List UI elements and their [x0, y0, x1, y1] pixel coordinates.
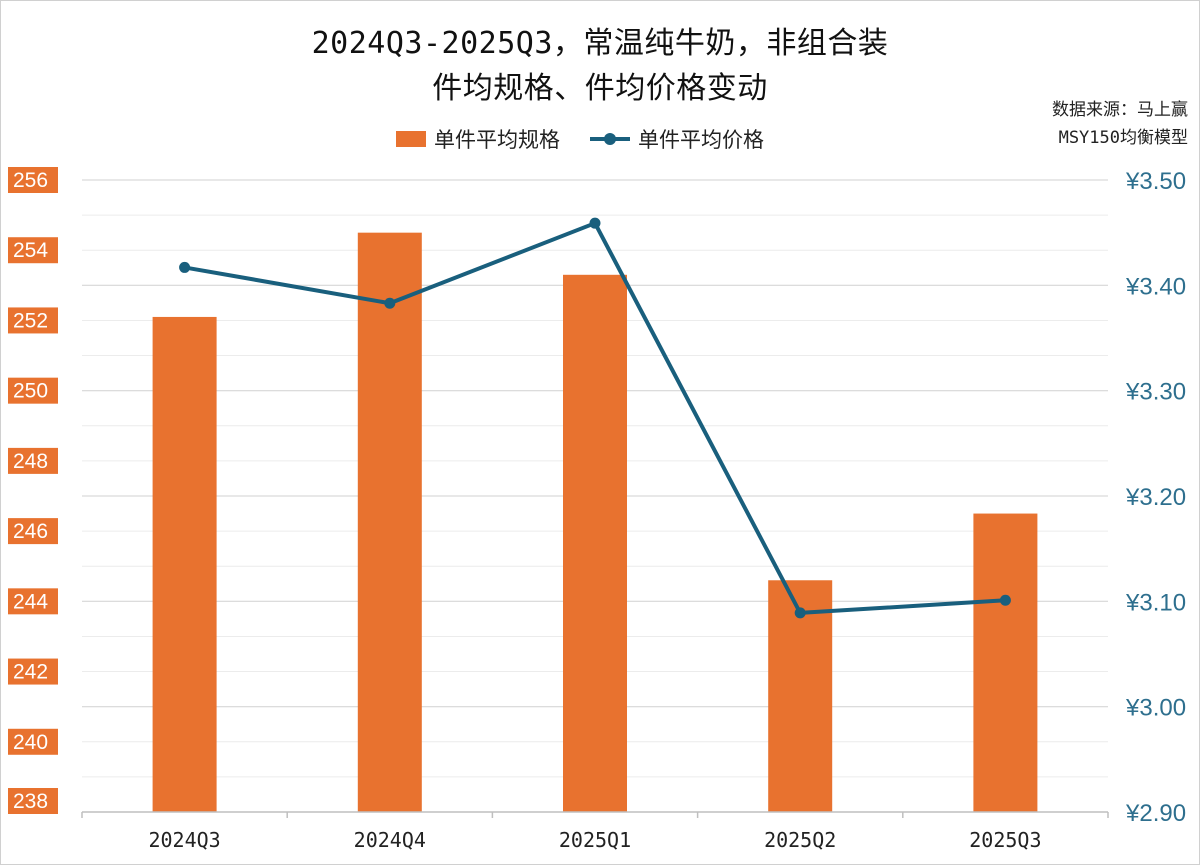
left-axis-label-box	[8, 307, 58, 334]
left-axis-tick-label: 252	[13, 309, 48, 332]
data-source-line-2: MSY150均衡模型	[1058, 128, 1188, 148]
left-axis-label-box	[8, 447, 58, 474]
left-axis-label-box	[8, 518, 58, 545]
left-axis-tick-label: 238	[13, 790, 48, 813]
right-axis-tick-label: ¥3.00	[1125, 695, 1186, 722]
legend-bar-label: 单件平均规格	[434, 128, 560, 152]
left-axis-tick-label: 242	[13, 661, 48, 684]
right-axis-tick-label: ¥3.50	[1125, 168, 1186, 195]
bar-2025Q1	[563, 274, 627, 812]
bar-2025Q3	[973, 513, 1038, 812]
price-point-2025Q3	[999, 594, 1011, 606]
left-axis-tick-label: 240	[13, 731, 48, 754]
left-axis-tick-label: 254	[13, 239, 48, 262]
left-axis-label-box	[8, 167, 58, 193]
data-source-line-1: 数据来源：马上赢	[1052, 100, 1188, 120]
data-source-note: 数据来源：马上赢 MSY150均衡模型	[1052, 96, 1188, 152]
legend-line-label: 单件平均价格	[638, 128, 764, 152]
left-axis-tick-label: 256	[13, 169, 48, 192]
left-axis-label-box	[8, 728, 58, 755]
left-axis-label-box	[8, 377, 58, 404]
right-axis-tick-label: ¥3.30	[1125, 379, 1186, 406]
left-axis-label-box	[8, 788, 58, 814]
right-axis-tick-label: ¥2.90	[1125, 800, 1186, 827]
bar-2024Q3	[152, 316, 217, 812]
price-point-2025Q1	[589, 217, 601, 229]
price-point-2024Q4	[384, 297, 396, 309]
left-axis-label-box	[8, 588, 58, 615]
left-axis-tick-label: 246	[13, 520, 48, 543]
left-axis-tick-label: 244	[13, 590, 48, 613]
chart-legend: 单件平均规格 单件平均价格	[396, 124, 794, 154]
legend-line-swatch	[590, 131, 630, 147]
legend-item-bar: 单件平均规格	[396, 124, 560, 154]
left-axis-tick-label: 248	[13, 450, 48, 473]
chart-title-line-2: 件均规格、件均价格变动	[432, 71, 768, 106]
bar-2025Q2	[768, 580, 833, 812]
right-axis-tick-label: ¥3.40	[1125, 273, 1186, 300]
left-axis-label-box	[8, 237, 58, 264]
left-axis-label-box	[8, 658, 58, 685]
x-axis-tick-label: 2025Q2	[764, 828, 836, 852]
legend-bar-swatch	[396, 131, 426, 147]
price-point-2024Q3	[179, 261, 191, 273]
x-axis-tick-label: 2025Q3	[969, 828, 1041, 852]
x-axis-tick-label: 2024Q3	[148, 828, 220, 852]
left-axis-tick-label: 250	[13, 380, 48, 403]
chart-title-line-1: 2024Q3-2025Q3，常温纯牛奶，非组合装	[311, 26, 889, 61]
legend-item-line: 单件平均价格	[590, 124, 764, 154]
right-axis-tick-label: ¥3.10	[1125, 589, 1186, 616]
right-axis-tick-label: ¥3.20	[1125, 484, 1186, 511]
bar-2024Q4	[357, 232, 422, 812]
x-axis-tick-label: 2024Q4	[354, 828, 426, 852]
x-axis-tick-label: 2025Q1	[559, 828, 631, 852]
price-point-2025Q2	[794, 607, 806, 619]
